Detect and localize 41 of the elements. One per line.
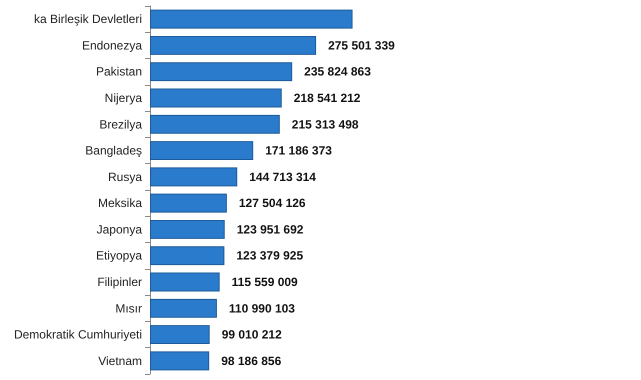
bar xyxy=(150,351,210,370)
y-tick-label: Vietnam xyxy=(98,354,142,368)
data-label: 98 186 856 xyxy=(221,354,282,368)
bar xyxy=(150,36,316,55)
y-tick-label: Brezilya xyxy=(99,117,142,132)
bar xyxy=(150,272,220,292)
data-label: 215 313 498 xyxy=(292,117,359,132)
data-label: 123 379 925 xyxy=(236,248,304,263)
data-label: 127 504 126 xyxy=(238,196,306,210)
bar xyxy=(150,194,227,213)
y-tick-label: Endonezya xyxy=(82,38,142,52)
data-label: 115 559 009 xyxy=(232,275,298,289)
data-label: 99 010 212 xyxy=(222,328,282,342)
y-tick-label: Meksika xyxy=(98,196,142,210)
y-tick-label: Nijerya xyxy=(104,91,142,105)
data-label: 144 713 314 xyxy=(249,170,316,184)
y-tick-label: ka Birleşik Devletleri xyxy=(34,12,142,26)
bar xyxy=(150,298,217,318)
bar xyxy=(150,88,282,108)
y-tick-label: Pakistan xyxy=(96,64,142,79)
bar xyxy=(150,220,225,239)
bar xyxy=(150,10,353,29)
bar xyxy=(150,246,224,266)
data-label: 218 541 212 xyxy=(294,91,361,105)
y-tick-label: Japonya xyxy=(96,222,142,236)
y-tick-label: Bangladeş xyxy=(85,144,142,158)
data-label: 275 501 339 xyxy=(328,38,396,52)
bar xyxy=(150,141,254,160)
y-tick-label: Rusya xyxy=(108,170,142,184)
y-tick-label: Etiyopya xyxy=(96,248,142,263)
y-tick-label: Mısır xyxy=(115,301,142,316)
y-tick-label: Filipinler xyxy=(97,275,142,289)
bar xyxy=(150,62,292,82)
bar xyxy=(150,114,280,134)
data-label: 123 951 692 xyxy=(236,222,304,236)
data-label: 235 824 863 xyxy=(304,64,372,79)
data-label: 171 186 373 xyxy=(265,144,332,158)
bar xyxy=(150,325,210,344)
y-tick-label: Demokratik Cumhuriyeti xyxy=(14,328,142,342)
data-label: 110 990 103 xyxy=(228,301,296,316)
bar xyxy=(150,167,238,186)
